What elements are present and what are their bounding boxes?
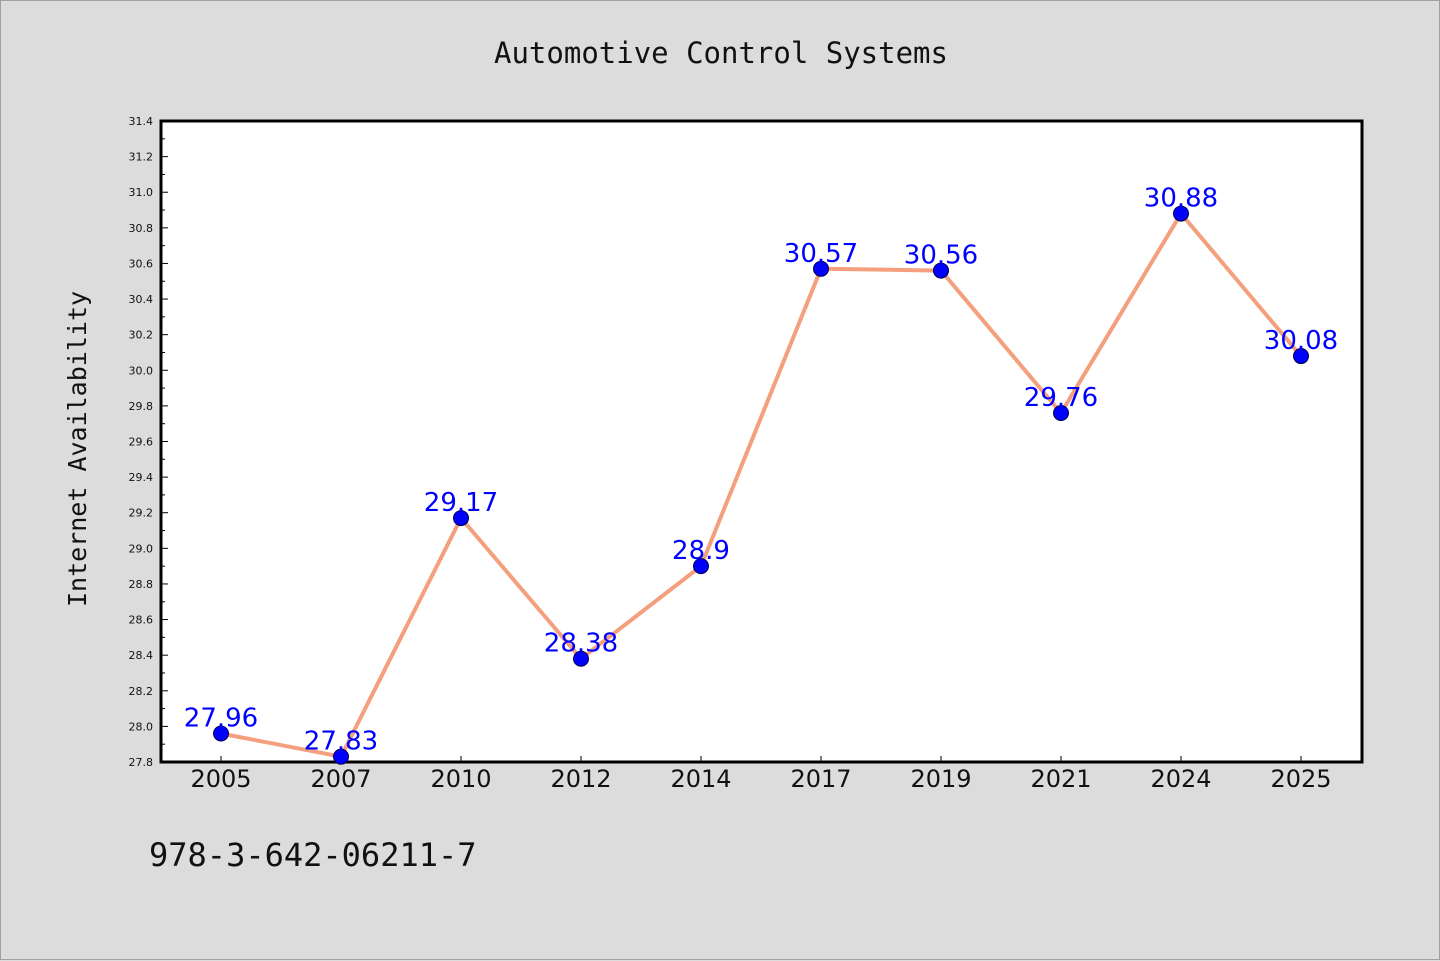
- data-label: 29.17: [424, 488, 498, 518]
- x-tick-label: 2010: [430, 765, 491, 793]
- data-point: [813, 260, 829, 277]
- y-tick-label: 28.2: [129, 685, 154, 698]
- plot-area: [159, 119, 1364, 764]
- chart-title: Automotive Control Systems: [494, 36, 948, 70]
- y-tick-label: 30.6: [129, 257, 154, 270]
- data-label: 28.38: [544, 629, 618, 659]
- x-axis: 2005 2007 2010 2012 2014 2017 2019 2021 2024 2025: [190, 756, 1332, 793]
- data-point: [933, 262, 949, 279]
- data-label: 29.76: [1024, 383, 1098, 413]
- data-point: [333, 748, 349, 765]
- series-group: [213, 205, 1309, 765]
- y-tick-label: 29.8: [129, 400, 154, 413]
- x-tick-label: 2025: [1270, 765, 1331, 793]
- data-point: [693, 558, 709, 575]
- y-tick-label: 31.4: [129, 115, 154, 128]
- y-tick-label: 30.0: [129, 364, 154, 377]
- data-label: 27.83: [304, 727, 378, 757]
- data-point: [1053, 405, 1069, 422]
- x-tick-label: 2024: [1150, 765, 1211, 793]
- y-tick-label: 31.2: [129, 151, 154, 164]
- y-tick-label: 28.6: [129, 614, 154, 627]
- y-tick-label: 30.4: [129, 293, 154, 306]
- data-point: [213, 725, 229, 742]
- y-tick-label: 30.8: [129, 222, 154, 235]
- y-tick-label: 28.8: [129, 578, 154, 591]
- data-label: 30.88: [1144, 184, 1218, 214]
- y-axis-label: Internet Availability: [63, 291, 92, 607]
- y-tick-label: 28.0: [129, 720, 154, 733]
- data-label: 28.9: [672, 536, 730, 566]
- x-tick-label: 2012: [550, 765, 611, 793]
- x-tick-label: 2019: [910, 765, 971, 793]
- y-tick-label: 30.2: [129, 329, 154, 342]
- x-tick-label: 2021: [1030, 765, 1091, 793]
- y-tick-label: 29.0: [129, 542, 154, 555]
- isbn-footer: 978-3-642-06211-7: [149, 836, 477, 874]
- series-line: [220, 211, 1303, 759]
- data-label: 30.56: [904, 241, 978, 271]
- x-tick-label: 2017: [790, 765, 851, 793]
- y-tick-label: 28.4: [129, 649, 154, 662]
- data-label: 27.96: [184, 704, 258, 734]
- x-tick-label: 2014: [670, 765, 731, 793]
- data-point: [573, 650, 589, 667]
- y-tick-label: 31.0: [129, 186, 154, 199]
- x-tick-label: 2005: [190, 765, 251, 793]
- y-tick-label: 29.4: [129, 471, 154, 484]
- y-tick-label: 27.8: [129, 756, 154, 769]
- data-point: [1173, 205, 1189, 222]
- y-axis: 27.8 28.0 28.2 28.4 28.6 28.8 29.0 29.2 29.4 29.6…: [129, 115, 168, 769]
- data-label: 30.08: [1264, 326, 1338, 356]
- data-point: [1293, 348, 1309, 365]
- data-point: [453, 510, 469, 527]
- x-tick-label: 2007: [310, 765, 371, 793]
- data-labels: 27.96 27.83 29.17 28.38 28.9 30.57 30.56 29.76 3…: [184, 184, 1338, 757]
- data-label: 30.57: [784, 239, 858, 269]
- y-tick-label: 29.6: [129, 436, 154, 449]
- y-tick-label: 29.2: [129, 507, 154, 520]
